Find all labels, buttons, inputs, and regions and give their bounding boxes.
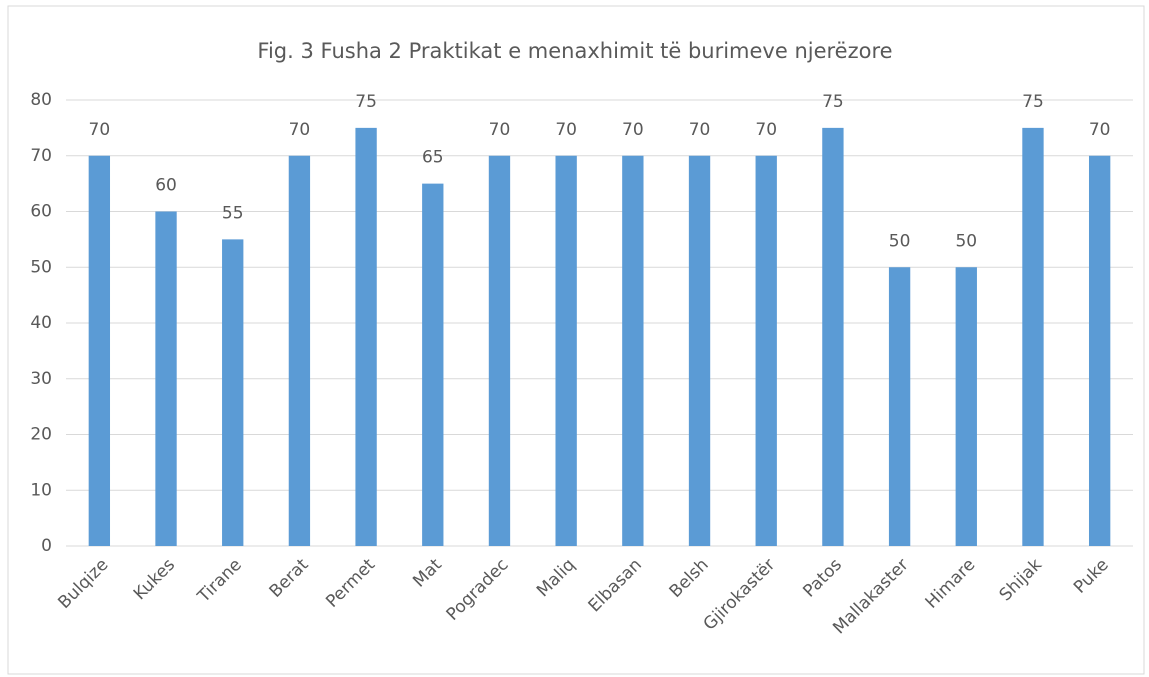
y-tick-label: 80	[30, 90, 52, 110]
bar	[222, 239, 244, 546]
data-label: 70	[489, 120, 511, 140]
y-tick-label: 0	[41, 536, 52, 556]
data-label: 55	[222, 203, 244, 223]
bar	[488, 155, 511, 546]
data-label: 70	[622, 120, 644, 140]
bar	[155, 211, 177, 546]
y-tick-label: 40	[30, 313, 52, 333]
data-label: 65	[422, 148, 444, 168]
bar	[688, 155, 711, 546]
data-label: 50	[955, 231, 977, 251]
y-tick-label: 10	[30, 480, 52, 500]
y-tick-label: 60	[30, 202, 52, 222]
data-label: 70	[1089, 120, 1111, 140]
data-label: 75	[355, 92, 377, 112]
bar	[822, 127, 844, 546]
bar	[955, 267, 977, 546]
bar	[422, 183, 444, 546]
data-label: 75	[822, 92, 844, 112]
y-tick-label: 70	[30, 146, 52, 166]
y-tick-label: 50	[30, 257, 52, 277]
bar	[288, 155, 311, 546]
data-label: 75	[1022, 92, 1044, 112]
bar	[622, 155, 644, 546]
data-label: 70	[689, 120, 711, 140]
bar	[1088, 155, 1111, 546]
bar	[555, 155, 577, 546]
data-label: 70	[555, 120, 577, 140]
bar	[1022, 127, 1044, 546]
data-label: 50	[889, 231, 911, 251]
y-tick-label: 30	[30, 369, 52, 389]
bar	[888, 267, 911, 546]
data-label: 70	[289, 120, 311, 140]
bar	[355, 127, 377, 546]
data-label: 70	[755, 120, 777, 140]
data-label: 70	[89, 120, 111, 140]
bar	[88, 155, 111, 546]
y-tick-label: 20	[30, 425, 52, 445]
data-label: 60	[155, 176, 177, 196]
chart-title: Fig. 3 Fusha 2 Praktikat e menaxhimit të…	[257, 39, 892, 63]
bar	[755, 155, 777, 546]
